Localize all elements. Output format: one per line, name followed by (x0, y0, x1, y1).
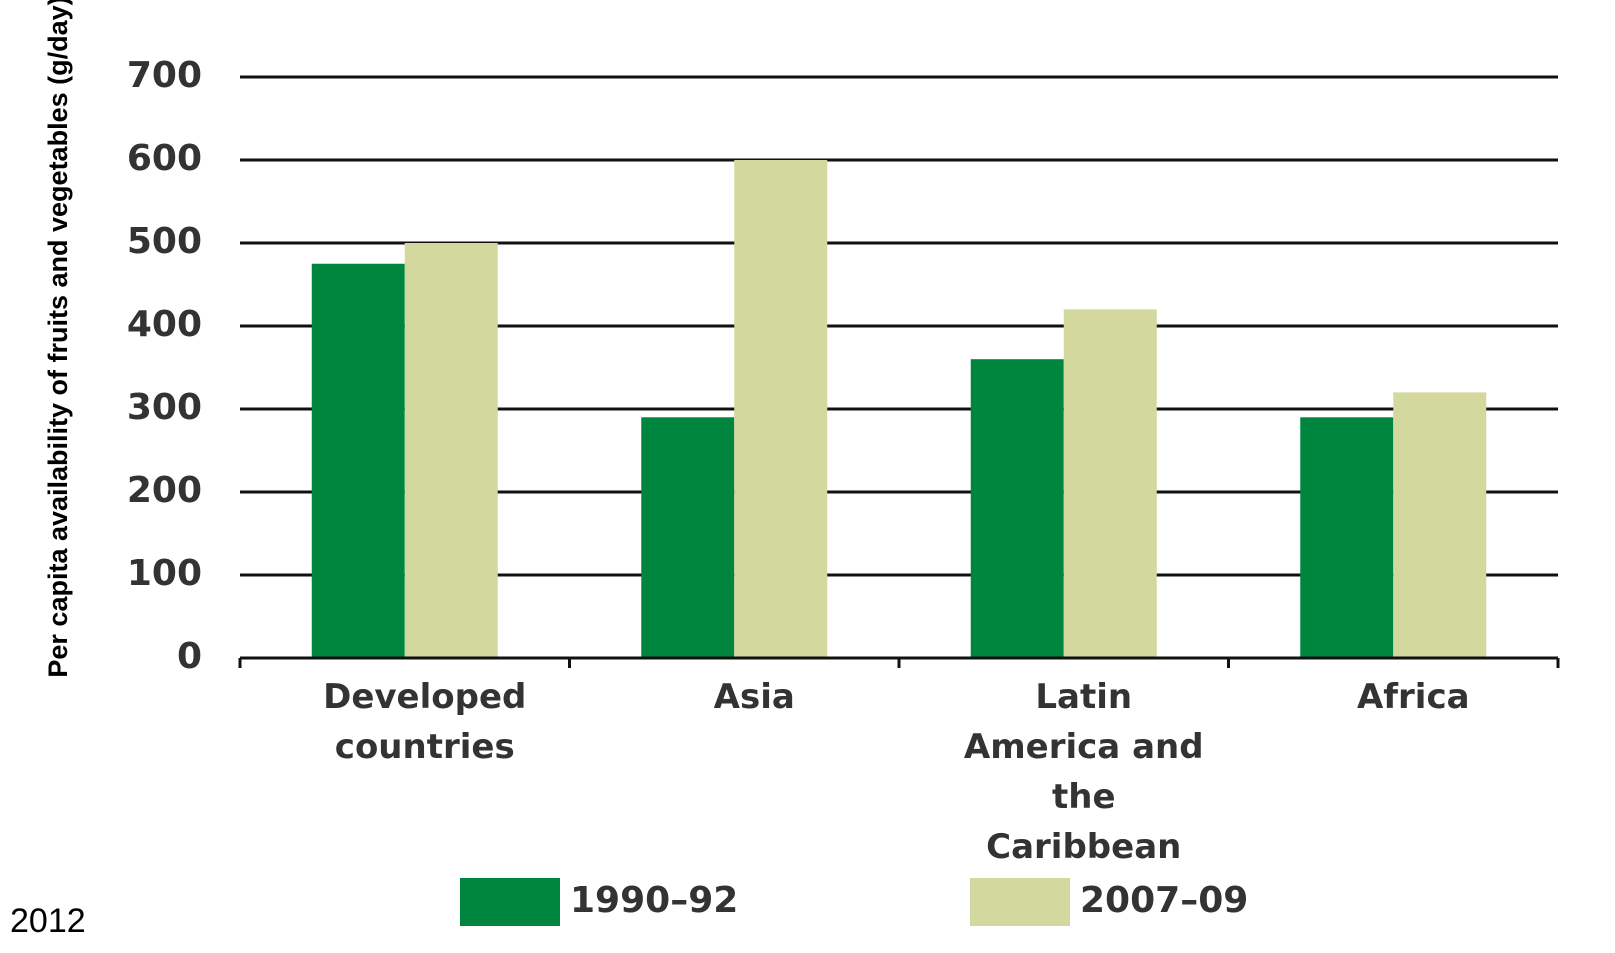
x-tick-label: Latin America and the Caribbean (963, 677, 1204, 867)
legend-swatch (970, 878, 1070, 926)
legend-swatch (460, 878, 560, 926)
bar (404, 243, 498, 658)
y-tick-label: 100 (127, 553, 202, 594)
bar (970, 359, 1064, 658)
x-tick-label: Developed countries (323, 677, 527, 767)
y-tick-label: 200 (127, 470, 202, 511)
bar (311, 263, 405, 658)
bar (641, 417, 735, 658)
y-tick-label: 400 (127, 304, 202, 345)
x-tick-label: Africa (1356, 677, 1470, 717)
y-tick-label: 500 (127, 221, 202, 262)
y-tick-label: 0 (177, 636, 202, 677)
bar (1300, 417, 1394, 658)
legend-label: 1990–92 (570, 880, 739, 921)
bar (1063, 309, 1157, 658)
x-tick-label: Asia (713, 677, 795, 717)
legend-label: 2007–09 (1080, 880, 1249, 921)
annotation: 2012 (10, 902, 86, 940)
bar (734, 160, 828, 658)
y-tick-label: 600 (127, 138, 202, 179)
y-axis-label: Per capita availability of fruits and ve… (43, 0, 73, 678)
bar (1393, 392, 1487, 658)
y-tick-label: 700 (127, 55, 202, 96)
y-tick-label: 300 (127, 387, 202, 428)
